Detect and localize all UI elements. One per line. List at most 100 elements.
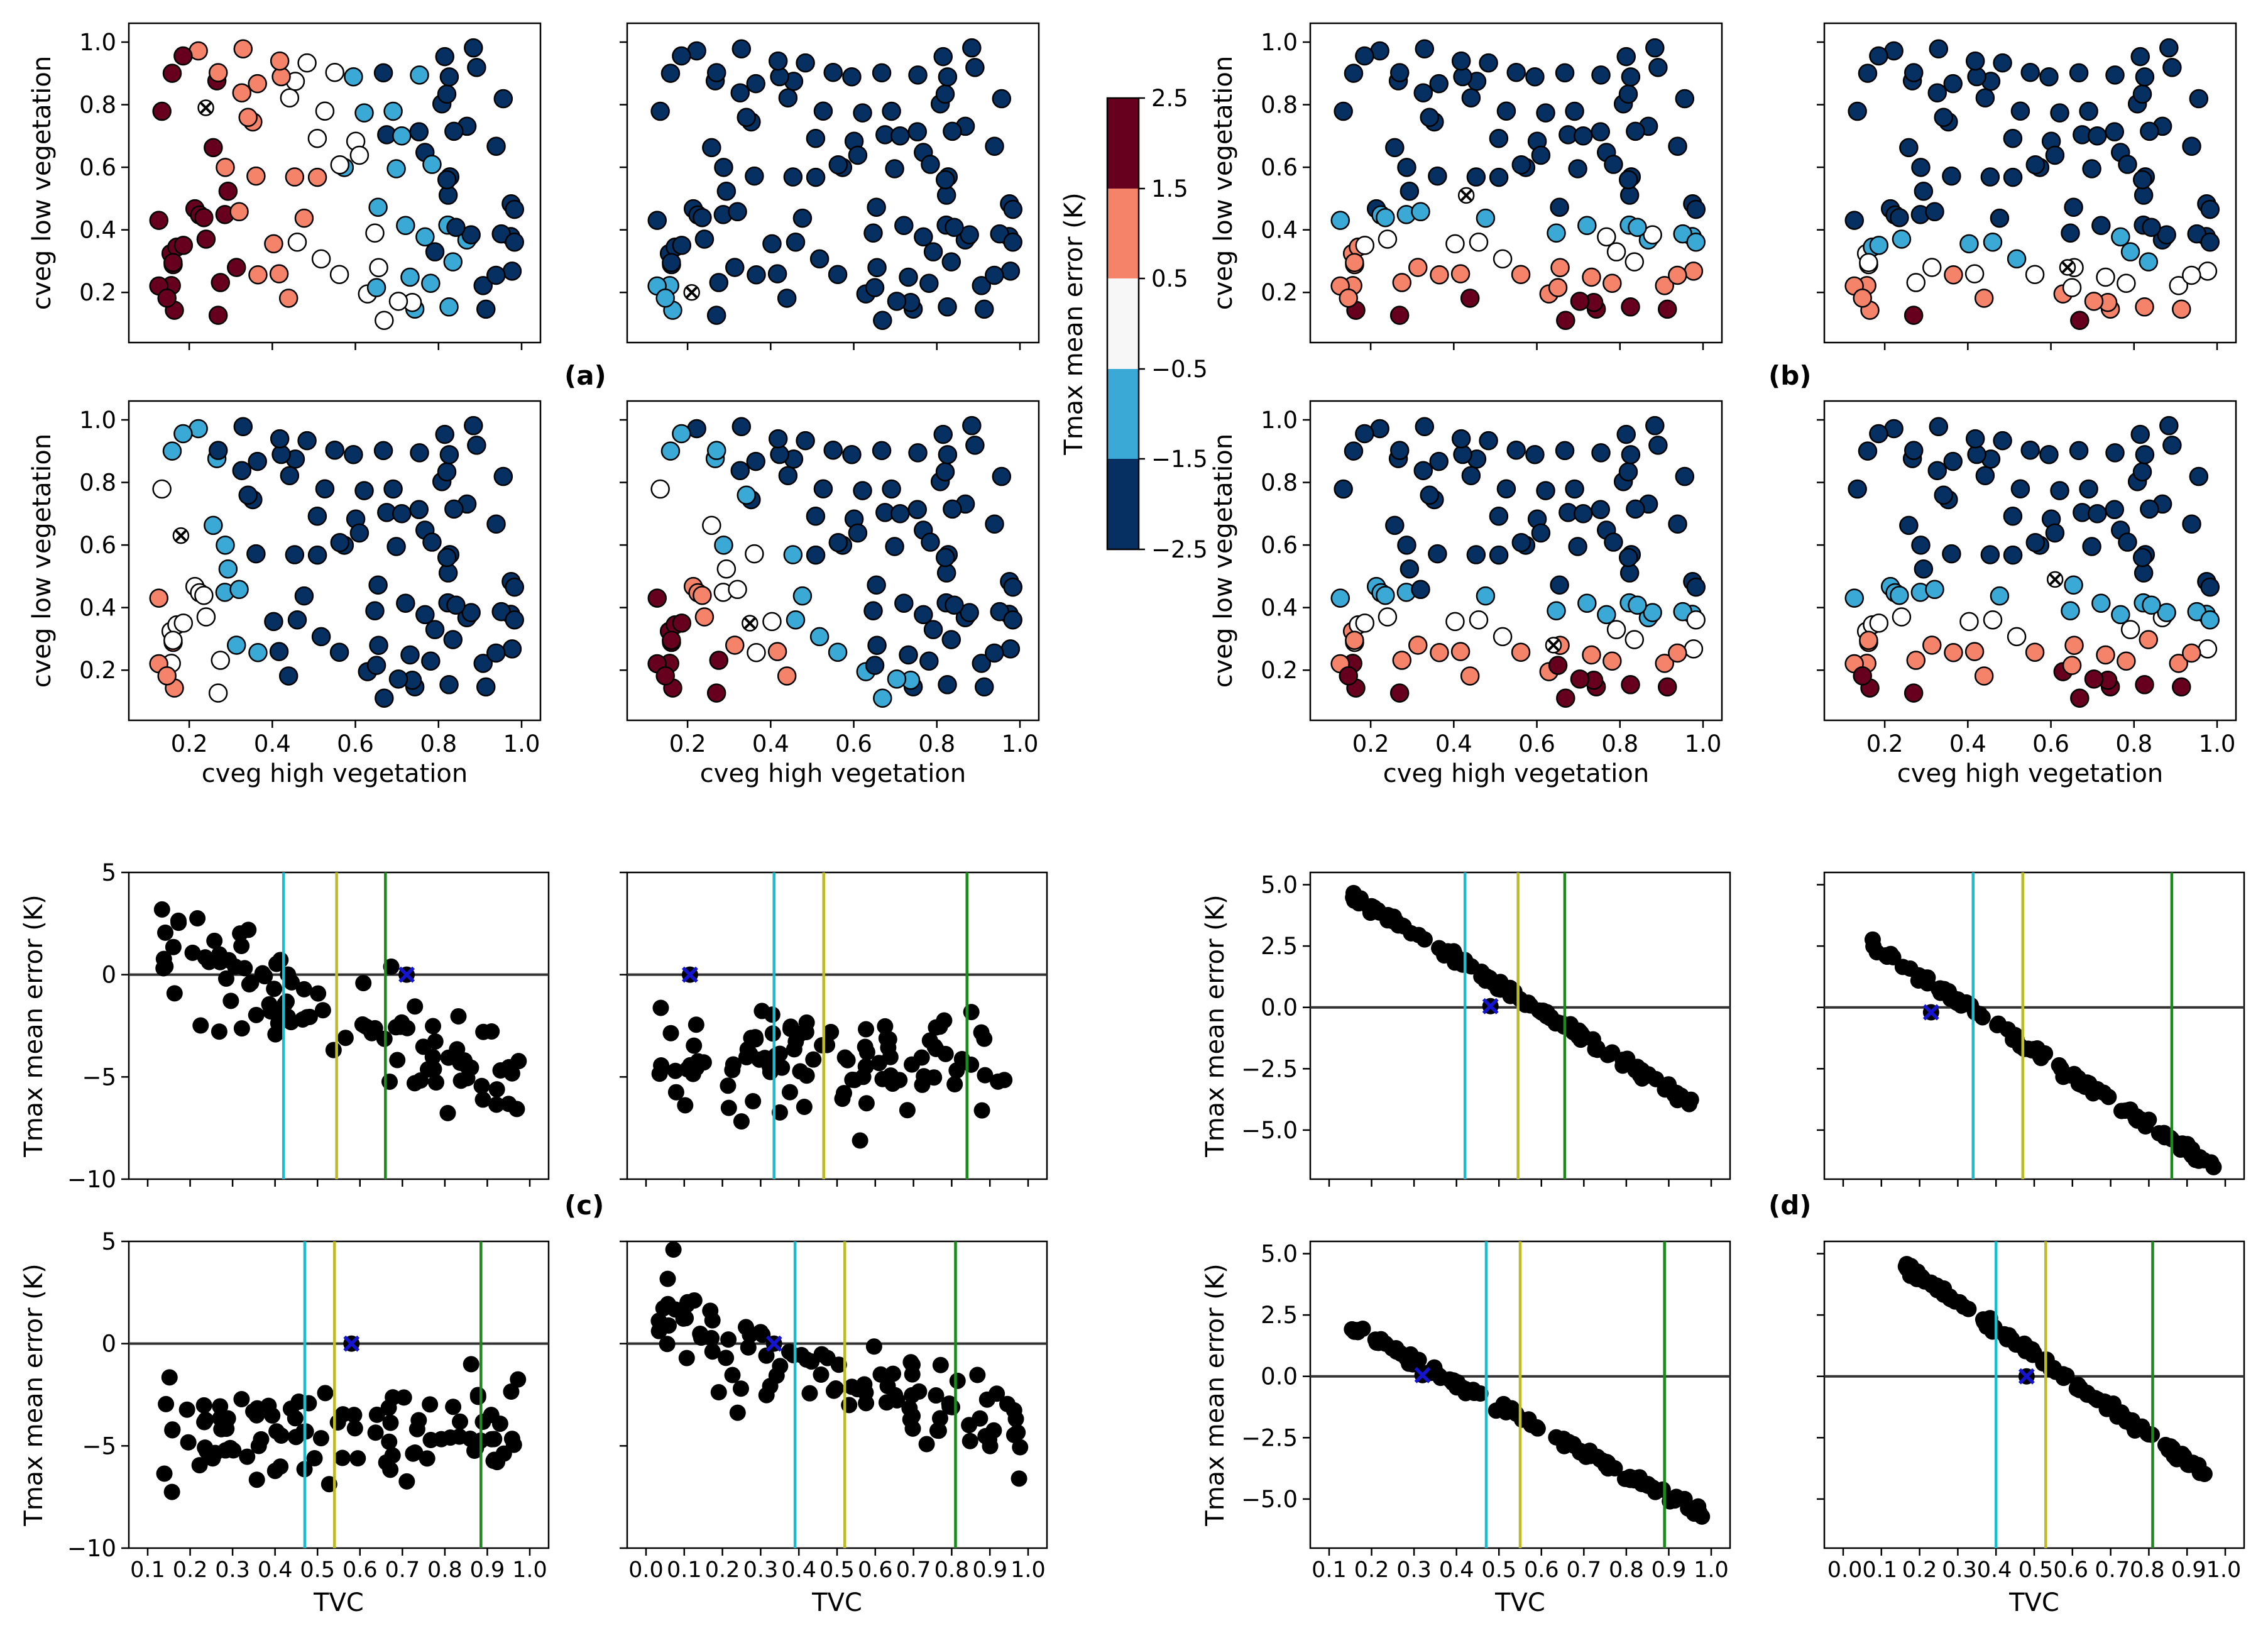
- scatter-point: [196, 229, 216, 249]
- scatter-point: [375, 311, 394, 331]
- scatter-point: [2135, 675, 2154, 695]
- scatter-point: [208, 63, 228, 82]
- scatter-point: [806, 167, 826, 187]
- scatter-point: [1911, 158, 1931, 177]
- scatter-point: [1334, 479, 1353, 499]
- error-point: [2179, 1136, 2196, 1153]
- error-point: [830, 1356, 847, 1373]
- scatter-point: [1675, 466, 1695, 486]
- scatter-point: [1980, 545, 2000, 564]
- scatter-point: [1869, 46, 1888, 66]
- scatter-point: [476, 677, 496, 697]
- error-point: [1666, 1492, 1683, 1509]
- scatter-point: [2003, 167, 2023, 187]
- error-point: [227, 958, 244, 975]
- x-tick-label: 0.6: [1524, 1558, 1559, 1583]
- scatter-point: [848, 145, 868, 165]
- scatter-point: [2117, 651, 2136, 671]
- y-tick-label: 0.6: [1261, 532, 1298, 559]
- scatter-point: [1628, 217, 1647, 237]
- scatter-point: [2045, 523, 2065, 543]
- marked-point-cross: [2061, 260, 2074, 274]
- error-point: [310, 985, 327, 1002]
- error-point: [725, 1056, 742, 1073]
- scatter-point: [992, 466, 1012, 486]
- scatter-point: [962, 415, 982, 436]
- scatter-point: [1848, 101, 1867, 121]
- x-tick-label: 0.00.1: [1827, 1558, 1897, 1583]
- scatter-point: [731, 417, 752, 437]
- error-point: [510, 1371, 527, 1388]
- scatter-point: [1453, 444, 1472, 464]
- x-tick-label: 0.91.0: [2171, 1558, 2241, 1583]
- top-panel-a-top-left: 1.0 0.8 0.6 0.4 0.2 cveg low vegetation: [28, 22, 542, 350]
- x-tick-label: 0.4: [1439, 1558, 1474, 1583]
- scatter-point: [1616, 424, 1636, 444]
- error-point: [2127, 1422, 2144, 1439]
- error-point: [1362, 904, 1379, 921]
- scatter-point: [1890, 207, 1909, 228]
- scatter-point: [1506, 62, 1526, 82]
- scatter-point: [1686, 199, 1706, 219]
- scatter-point: [974, 677, 994, 697]
- scatter-point: [366, 656, 386, 675]
- error-point: [858, 1021, 875, 1038]
- scatter-point: [885, 537, 904, 556]
- scatter-point: [2139, 630, 2159, 649]
- scatter-point: [1959, 234, 1979, 254]
- scatter-point: [914, 227, 933, 247]
- scatter-point: [1489, 507, 1509, 526]
- scatter-point: [232, 83, 252, 102]
- scatter-point: [1621, 67, 1641, 87]
- scatter-point: [1983, 232, 2003, 252]
- scatter-point: [396, 216, 415, 236]
- scatter-point: [2182, 265, 2201, 285]
- bottom-panel-c-bottom-right: 0.0 0.1 0.2 0.3 0.4 0.5 0.6 0.7 0.8 0.9 1.0 TVC: [620, 1240, 1048, 1617]
- x-tick-label: 0.8: [420, 730, 457, 757]
- scatter-point: [762, 234, 782, 254]
- panel-label-d: (d): [1768, 1190, 1811, 1221]
- error-point: [949, 1372, 966, 1389]
- error-point: [2156, 1129, 2173, 1146]
- scatter-point: [1899, 515, 1919, 536]
- scatter-point: [2118, 155, 2137, 174]
- y-tick-label: 0.2: [79, 279, 116, 306]
- scatter-point: [1604, 155, 1623, 174]
- scatter-point: [1967, 444, 1986, 464]
- scatter-point: [163, 630, 183, 650]
- scatter-point: [823, 440, 843, 460]
- scatter-point: [415, 227, 435, 247]
- error-point: [981, 1431, 998, 1448]
- scatter-point: [307, 507, 327, 526]
- error-point: [451, 1428, 468, 1445]
- scatter-point: [706, 305, 726, 325]
- scatter-point: [2096, 267, 2115, 287]
- y-tick-label: 0.8: [1261, 470, 1298, 497]
- scatter-point: [809, 249, 830, 269]
- y-tick-label: 1.0: [1261, 29, 1298, 56]
- error-point: [877, 1018, 894, 1035]
- scatter-point: [672, 613, 692, 633]
- scatter-point: [493, 466, 513, 486]
- scatter-point: [1430, 643, 1449, 662]
- scatter-point: [985, 514, 1004, 534]
- marked-point-x: [1482, 998, 1499, 1014]
- error-point: [189, 910, 206, 927]
- error-point: [395, 1389, 412, 1406]
- scatter-point: [1591, 65, 1611, 85]
- scatter-point: [702, 138, 721, 158]
- error-point: [398, 1473, 415, 1490]
- scatter-point: [2039, 444, 2059, 464]
- x-tick-label: 0.2: [705, 1558, 740, 1583]
- error-point: [450, 1008, 467, 1025]
- error-point: [1669, 1092, 1686, 1109]
- scatter-point: [173, 236, 194, 255]
- scatter-point: [400, 267, 420, 287]
- error-point: [718, 1349, 735, 1366]
- scatter-point: [694, 229, 715, 249]
- y-tick-label: −10: [67, 1166, 116, 1193]
- scatter-point: [992, 89, 1012, 109]
- error-point: [659, 1295, 676, 1312]
- scatter-point: [2132, 547, 2152, 568]
